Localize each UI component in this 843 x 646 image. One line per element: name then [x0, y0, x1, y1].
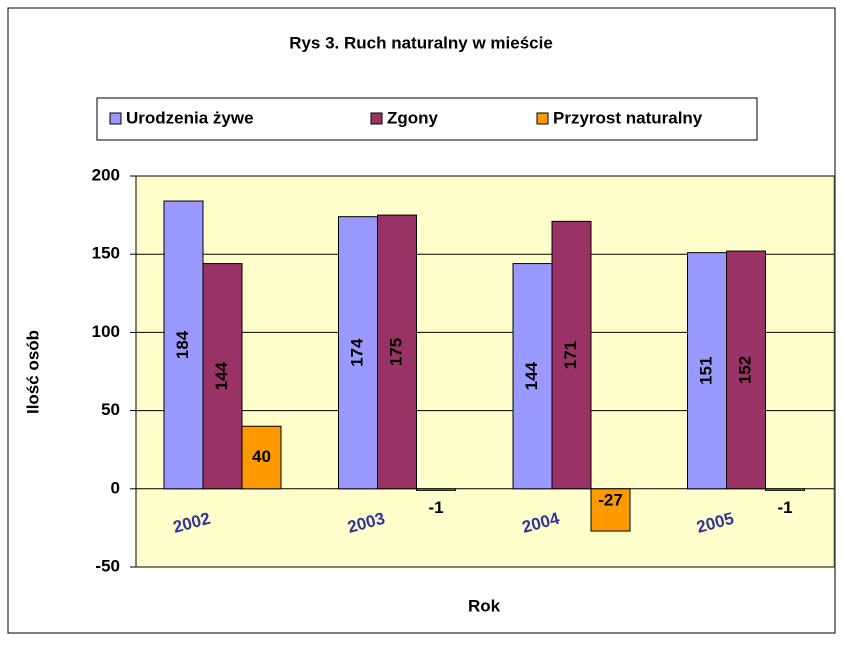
data-label: -1 — [777, 498, 792, 517]
data-label: 174 — [347, 338, 366, 367]
y-tick-label: 50 — [101, 400, 120, 419]
data-label: 171 — [561, 341, 580, 369]
bar — [377, 214, 417, 490]
bar — [726, 250, 766, 490]
data-label: 144 — [212, 361, 231, 390]
y-axis-label: Ilość osób — [23, 330, 42, 414]
bar — [765, 488, 805, 491]
y-tick-label: -50 — [95, 556, 120, 575]
data-label: 152 — [735, 356, 754, 384]
bar — [512, 263, 553, 490]
bar — [590, 488, 631, 532]
data-label: 40 — [252, 447, 271, 466]
bar — [163, 200, 204, 490]
y-tick-label: 200 — [92, 165, 120, 184]
data-label: -27 — [598, 490, 623, 509]
y-tick-label: 100 — [92, 322, 120, 341]
bar — [338, 216, 378, 490]
x-axis-label: Rok — [468, 596, 501, 615]
bar — [416, 488, 456, 491]
bar — [202, 263, 243, 490]
data-label: 184 — [173, 330, 192, 359]
legend-label: Przyrost naturalny — [553, 108, 703, 127]
bar — [241, 425, 282, 490]
legend-swatch — [536, 112, 549, 125]
y-tick-label: 150 — [92, 244, 120, 263]
legend-box — [96, 97, 758, 141]
legend-label: Urodzenia żywe — [126, 108, 254, 127]
y-tick-label: 0 — [111, 478, 120, 497]
data-label: 151 — [696, 357, 715, 385]
bar — [687, 252, 727, 490]
data-label: 144 — [522, 361, 541, 390]
bar — [551, 220, 592, 490]
legend-label: Zgony — [387, 108, 439, 127]
legend-swatch — [109, 112, 122, 125]
legend-swatch — [370, 112, 383, 125]
data-label: -1 — [428, 498, 443, 517]
data-label: 175 — [386, 338, 405, 366]
chart-title: Rys 3. Ruch naturalny w mieście — [289, 33, 553, 52]
